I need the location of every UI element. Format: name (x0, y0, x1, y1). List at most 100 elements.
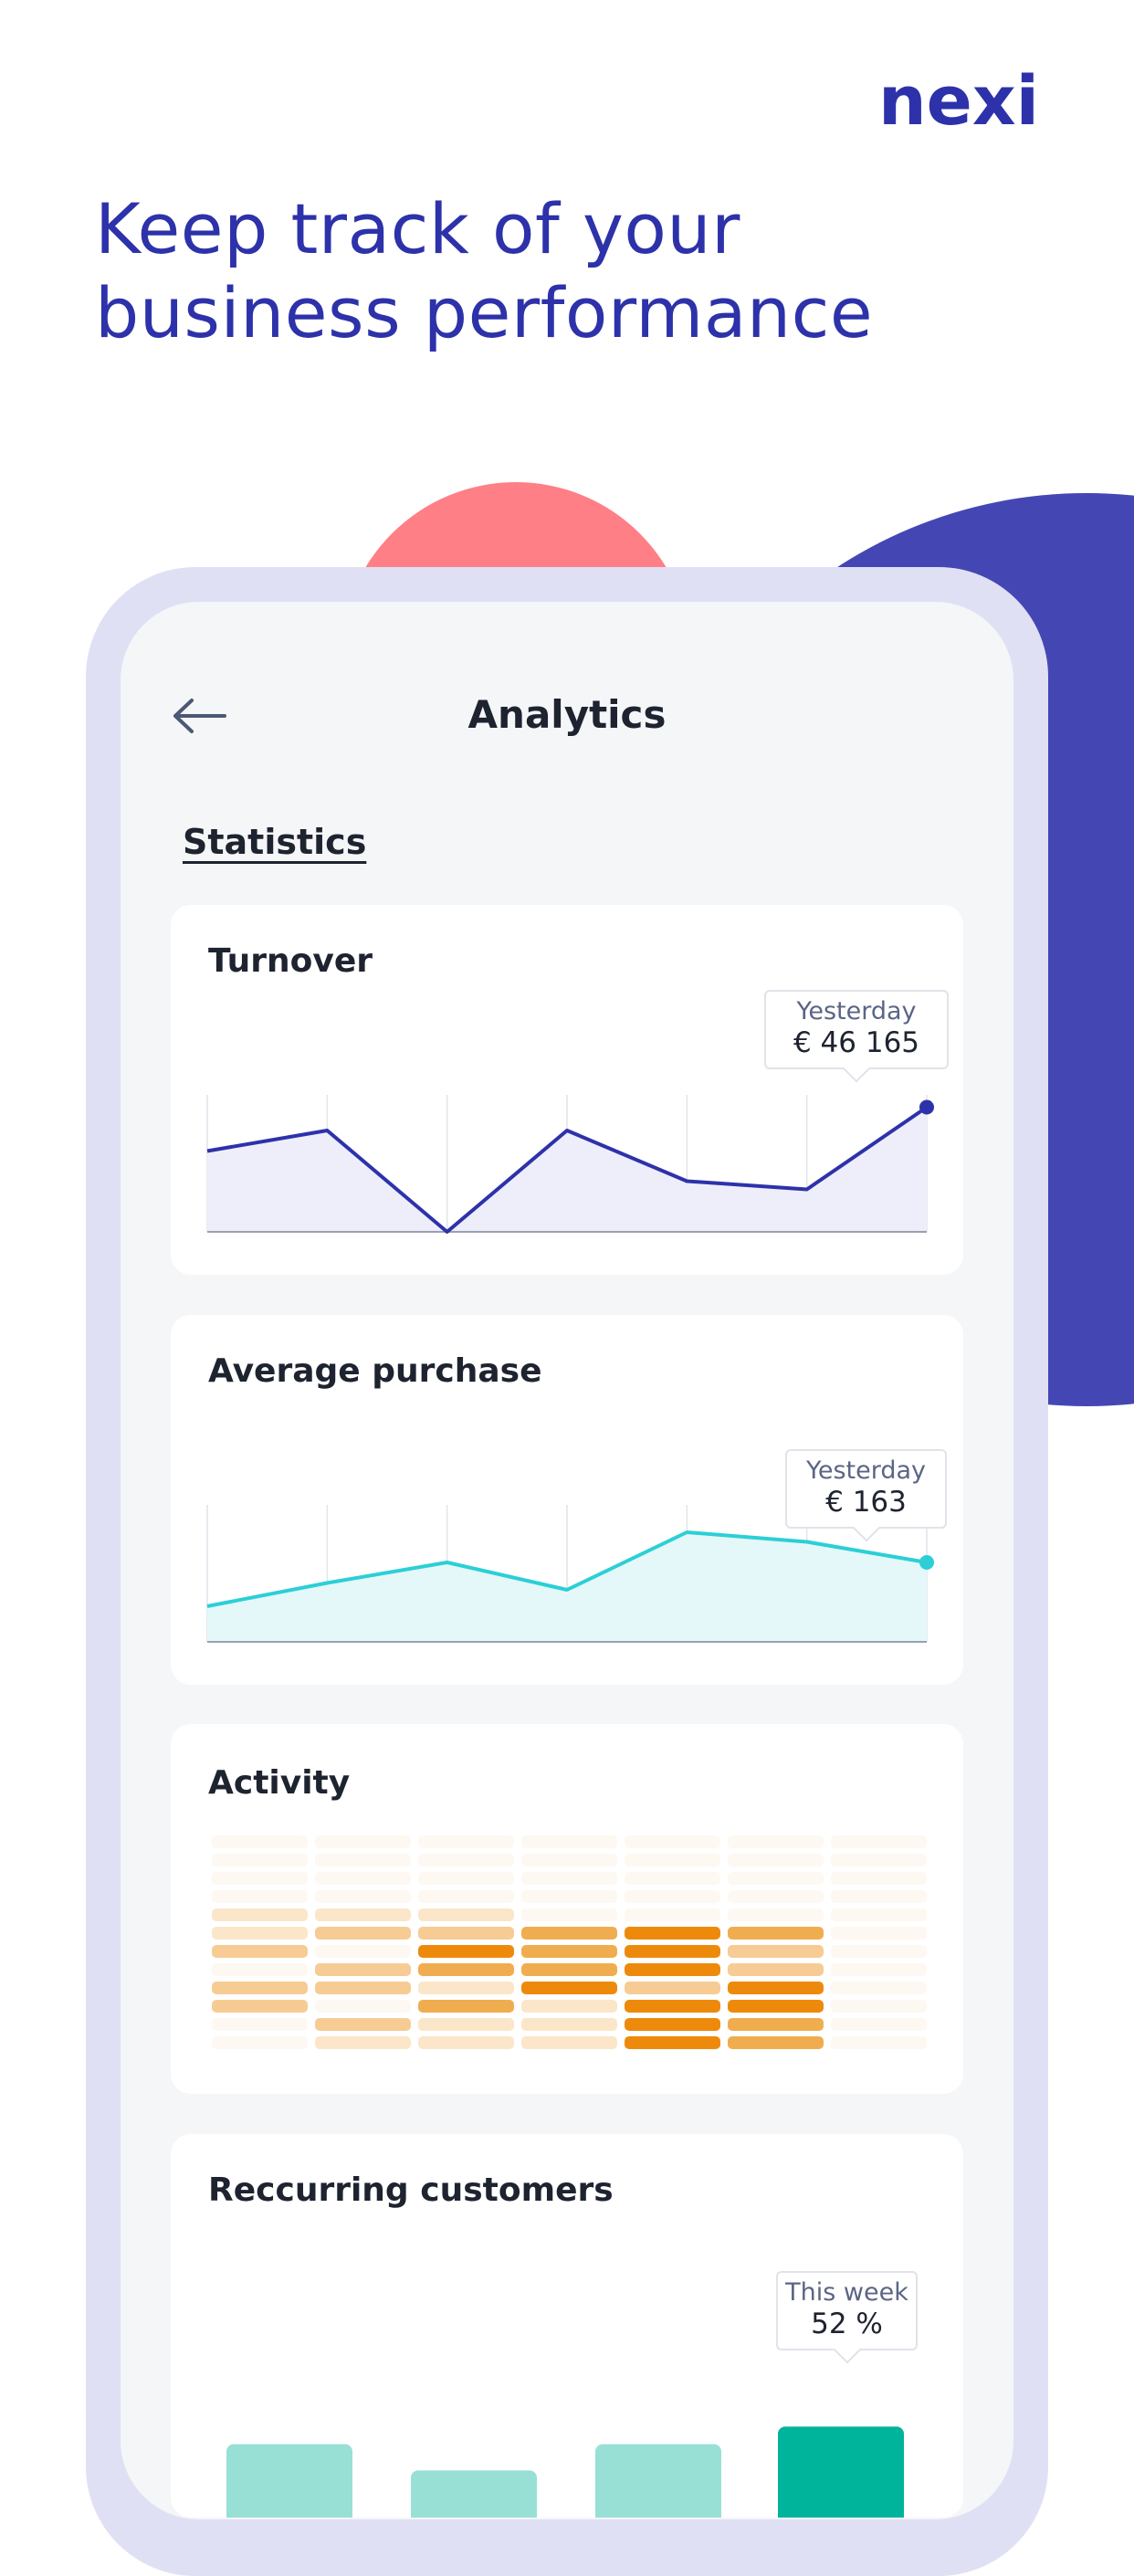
app-header: Analytics (121, 685, 1013, 749)
activity-heatmap-cell (418, 1835, 514, 1848)
activity-heatmap-cell (212, 1835, 308, 1848)
turnover-data-point[interactable] (919, 1099, 934, 1115)
activity-heatmap-cell (212, 2000, 308, 2013)
activity-heatmap-cell (315, 2000, 411, 2013)
activity-heatmap-cell (521, 1854, 617, 1866)
turnover-tooltip-label: Yesterday (796, 997, 917, 1025)
activity-heatmap-cell (625, 1945, 720, 1958)
turnover-card-title: Turnover (208, 942, 373, 980)
turnover-tooltip-value: € 46 165 (793, 1026, 920, 1059)
activity-heatmap-cell (521, 1963, 617, 1976)
activity-heatmap-cell (521, 1835, 617, 1848)
activity-heatmap-cell (315, 1854, 411, 1866)
recurring-customers-bar[interactable] (595, 2444, 721, 2518)
activity-heatmap-cell (831, 1854, 927, 1866)
activity-heatmap-cell (728, 2000, 824, 2013)
activity-heatmap-cell (315, 1945, 411, 1958)
activity-card[interactable]: Activity (171, 1724, 963, 2094)
activity-heatmap-cell (418, 2018, 514, 2031)
activity-heatmap-cell (625, 2000, 720, 2013)
activity-heatmap-cell (315, 1890, 411, 1903)
activity-heatmap-cell (418, 2000, 514, 2013)
recurring-customers-tooltip-label: This week (785, 2278, 908, 2307)
headline-line-1: Keep track of your (95, 188, 740, 269)
recurring-customers-card[interactable]: Reccurring customers This week 52 % (171, 2134, 963, 2518)
activity-heatmap-cell (521, 2036, 617, 2049)
tab-statistics[interactable]: Statistics (183, 822, 367, 862)
headline-line-2: business performance (95, 272, 874, 353)
activity-heatmap-cell (625, 1890, 720, 1903)
average-purchase-tooltip: Yesterday € 163 (785, 1449, 947, 1529)
average-purchase-data-point[interactable] (919, 1555, 934, 1570)
activity-heatmap-cell (521, 2018, 617, 2031)
recurring-customers-bar[interactable] (411, 2470, 537, 2518)
average-purchase-card-title: Average purchase (208, 1352, 542, 1390)
activity-heatmap-cell (831, 2036, 927, 2049)
activity-heatmap-cell (418, 1963, 514, 1976)
activity-heatmap-cell (315, 1872, 411, 1885)
activity-heatmap-cell (831, 2000, 927, 2013)
recurring-customers-card-title: Reccurring customers (208, 2171, 614, 2209)
activity-heatmap-cell (212, 2018, 308, 2031)
activity-heatmap-cell (418, 1872, 514, 1885)
activity-heatmap-cell (212, 1890, 308, 1903)
activity-heatmap-cell (831, 1927, 927, 1940)
recurring-customers-bar[interactable] (778, 2426, 904, 2518)
average-purchase-series-line (206, 1530, 928, 1608)
activity-heatmap-cell (212, 1945, 308, 1958)
turnover-line-chart (206, 1095, 934, 1234)
activity-heatmap-cell (728, 1908, 824, 1921)
activity-heatmap-cell (315, 1927, 411, 1940)
activity-heatmap-cell (418, 1927, 514, 1940)
activity-heatmap-cell (728, 1872, 824, 1885)
nexi-logo: nexi (878, 71, 1039, 135)
activity-heatmap-cell (728, 2018, 824, 2031)
activity-heatmap-cell (728, 1927, 824, 1940)
activity-heatmap-cell (418, 2036, 514, 2049)
activity-heatmap-cell (315, 1835, 411, 1848)
activity-heatmap-cell (212, 1908, 308, 1921)
screen-title: Analytics (467, 692, 667, 737)
activity-heatmap-cell (728, 1854, 824, 1866)
activity-heatmap-cell (315, 1982, 411, 1994)
activity-heatmap-cell (521, 1927, 617, 1940)
activity-heatmap-cell (831, 1890, 927, 1903)
activity-heatmap-cell (212, 2036, 308, 2049)
activity-heatmap (212, 1835, 927, 2049)
turnover-tooltip: Yesterday € 46 165 (764, 990, 949, 1069)
average-purchase-tooltip-value: € 163 (825, 1486, 907, 1519)
activity-heatmap-cell (521, 2000, 617, 2013)
activity-heatmap-cell (728, 2036, 824, 2049)
activity-card-title: Activity (208, 1764, 351, 1802)
activity-heatmap-cell (315, 2018, 411, 2031)
activity-heatmap-cell (212, 1982, 308, 1994)
arrow-left-icon[interactable] (172, 698, 226, 734)
activity-heatmap-cell (728, 1835, 824, 1848)
activity-heatmap-cell (831, 1963, 927, 1976)
activity-heatmap-cell (212, 1854, 308, 1866)
activity-heatmap-cell (315, 1908, 411, 1921)
activity-heatmap-cell (728, 1945, 824, 1958)
activity-heatmap-cell (212, 1963, 308, 1976)
activity-heatmap-cell (831, 1982, 927, 1994)
recurring-customers-tooltip: This week 52 % (776, 2271, 918, 2350)
average-purchase-card[interactable]: Average purchase Yesterday € 163 (171, 1315, 963, 1685)
activity-heatmap-cell (521, 1890, 617, 1903)
activity-heatmap-cell (625, 1963, 720, 1976)
activity-heatmap-cell (418, 1854, 514, 1866)
activity-heatmap-cell (212, 1927, 308, 1940)
turnover-area (207, 1107, 927, 1232)
activity-heatmap-cell (315, 2036, 411, 2049)
activity-heatmap-cell (625, 2018, 720, 2031)
activity-heatmap-cell (831, 1835, 927, 1848)
turnover-series-line (206, 1105, 929, 1234)
turnover-card[interactable]: Turnover Yesterday € 46 165 (171, 905, 963, 1275)
activity-heatmap-cell (212, 1872, 308, 1885)
headline: Keep track of your business performance (95, 187, 1054, 355)
activity-heatmap-cell (418, 1890, 514, 1903)
activity-heatmap-cell (418, 1982, 514, 1994)
activity-heatmap-cell (315, 1963, 411, 1976)
activity-heatmap-cell (521, 1908, 617, 1921)
activity-heatmap-cell (728, 1963, 824, 1976)
recurring-customers-bar[interactable] (226, 2444, 352, 2518)
